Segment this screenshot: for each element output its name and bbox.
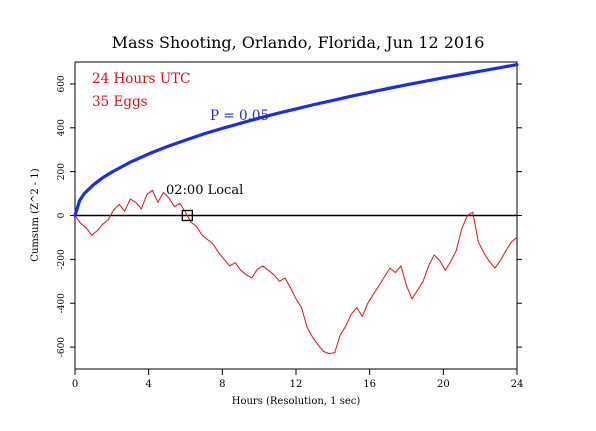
x-tick-label-20: 20	[437, 379, 450, 390]
y-tick-label-0: 0	[57, 212, 67, 218]
y-tick-label-400: 400	[57, 119, 67, 136]
y-axis-label: Cumsum (Z^2 - 1)	[30, 168, 41, 261]
eggs-label: 35 Eggs	[92, 94, 148, 110]
x-axis-ticks: 0 4 8 12 16 20 24	[72, 369, 524, 390]
x-tick-label-4: 4	[145, 379, 151, 390]
y-tick-label-200: 200	[57, 163, 67, 180]
x-tick-label-12: 12	[290, 379, 303, 390]
probability-envelope-line	[73, 62, 519, 218]
y-tick-label--600: -600	[57, 337, 67, 357]
local-time-label: 02:00 Local	[166, 183, 243, 198]
y-tick-label--400: -400	[57, 293, 67, 313]
x-tick-label-24: 24	[511, 379, 524, 390]
hours-utc-label: 24 Hours UTC	[92, 71, 190, 87]
x-tick-label-16: 16	[363, 379, 376, 390]
chart-title: Mass Shooting, Orlando, Florida, Jun 12 …	[112, 33, 485, 52]
x-tick-label-0: 0	[72, 379, 78, 390]
cumulative-deviation-line	[74, 189, 518, 355]
y-axis-ticks: -600 -400 -200 0 200 400 600	[57, 75, 522, 357]
x-axis-label: Hours (Resolution, 1 sec)	[232, 396, 361, 407]
local-time-marker	[181, 209, 193, 222]
y-tick-label-600: 600	[57, 75, 67, 92]
probability-label: P = 0.05	[210, 108, 269, 124]
x-tick-label-8: 8	[219, 379, 225, 390]
y-tick-label--200: -200	[57, 249, 67, 269]
series-layer	[73, 62, 519, 355]
